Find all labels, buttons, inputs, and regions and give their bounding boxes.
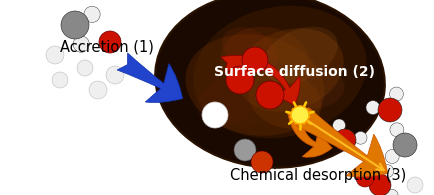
Circle shape: [52, 72, 68, 88]
Ellipse shape: [222, 27, 278, 73]
Text: Surface diffusion (2): Surface diffusion (2): [214, 65, 375, 79]
Circle shape: [84, 6, 100, 22]
Circle shape: [251, 151, 273, 173]
Ellipse shape: [220, 27, 310, 97]
Circle shape: [226, 66, 254, 94]
Circle shape: [390, 123, 404, 137]
Circle shape: [291, 106, 309, 124]
Ellipse shape: [205, 58, 299, 126]
Circle shape: [366, 101, 380, 115]
Ellipse shape: [194, 6, 367, 138]
Circle shape: [407, 177, 423, 193]
Circle shape: [333, 119, 345, 132]
Circle shape: [393, 133, 417, 157]
Ellipse shape: [236, 28, 344, 112]
Text: Accretion (1): Accretion (1): [60, 40, 154, 55]
Circle shape: [256, 81, 284, 109]
Circle shape: [354, 131, 367, 144]
Ellipse shape: [196, 76, 264, 124]
Circle shape: [61, 11, 89, 39]
Ellipse shape: [185, 34, 325, 136]
Circle shape: [334, 129, 356, 151]
Circle shape: [385, 150, 399, 163]
Circle shape: [99, 31, 121, 53]
Ellipse shape: [296, 72, 345, 108]
Ellipse shape: [155, 0, 385, 168]
Circle shape: [46, 46, 64, 64]
Circle shape: [378, 98, 402, 122]
Circle shape: [389, 87, 404, 101]
Circle shape: [369, 174, 391, 195]
Ellipse shape: [262, 27, 338, 83]
Circle shape: [234, 139, 256, 161]
Circle shape: [202, 102, 228, 128]
Circle shape: [381, 165, 394, 177]
Circle shape: [385, 189, 398, 195]
Circle shape: [73, 36, 89, 52]
Circle shape: [356, 169, 374, 187]
Text: Chemical desorption (3): Chemical desorption (3): [230, 168, 406, 183]
Circle shape: [77, 60, 93, 76]
Ellipse shape: [248, 71, 322, 129]
Circle shape: [89, 81, 107, 99]
Circle shape: [242, 47, 268, 73]
Circle shape: [106, 66, 124, 84]
